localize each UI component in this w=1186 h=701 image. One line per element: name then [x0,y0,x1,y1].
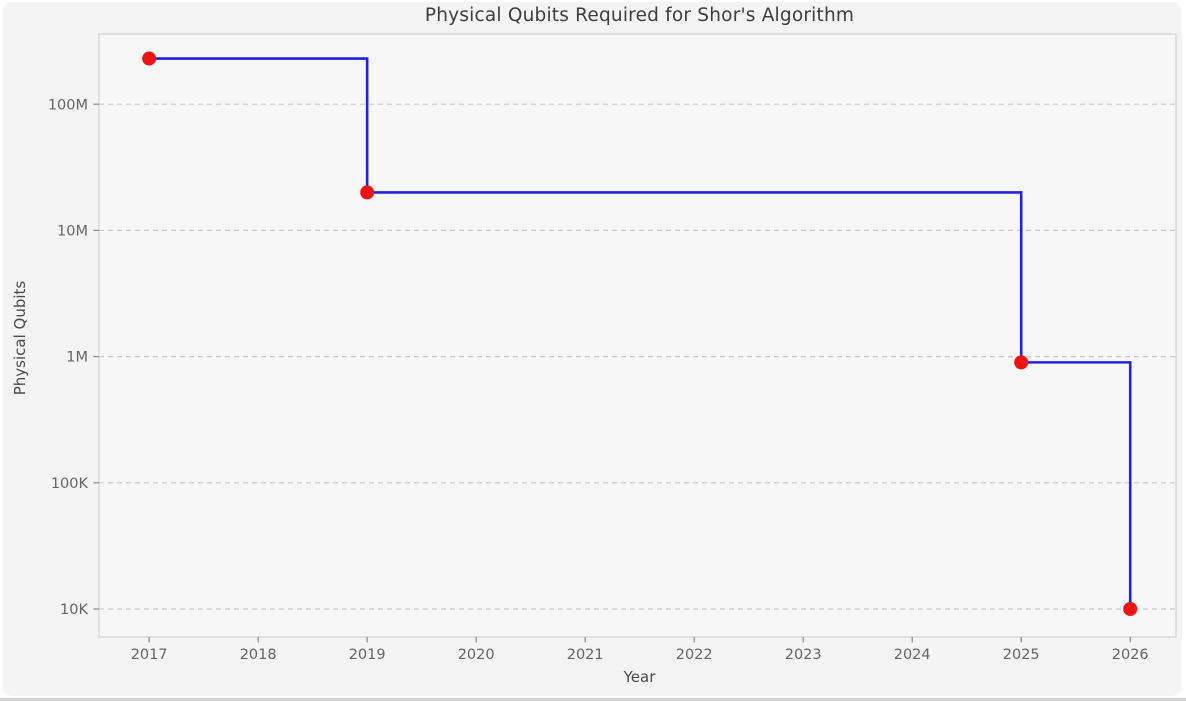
plot-background [98,33,1177,638]
y-tick-label: 100K [51,476,89,492]
x-tick-label: 2018 [240,647,277,663]
data-point-marker-2025 [1014,355,1029,370]
x-tick-label: 2026 [1112,647,1149,663]
x-tick-label: 2021 [567,647,604,663]
x-tick-label: 2025 [1003,647,1040,663]
window-bottom-edge [0,698,1186,701]
x-tick-label: 2022 [676,647,713,663]
y-tick-label: 100M [48,97,88,113]
qubit-step-line [149,57,1132,610]
y-tick-label: 10K [60,602,88,618]
data-point-marker-2019 [360,185,375,200]
chart-title: Physical Qubits Required for Shor's Algo… [424,5,855,26]
x-tick-label: 2024 [894,647,931,663]
data-point-marker-2017 [142,51,157,66]
x-axis-label: Year [623,668,656,686]
x-tick-label: 2019 [349,647,386,663]
y-tick-label: 10M [57,223,88,239]
y-tick-label: 1M [66,350,88,366]
data-point-marker-2026 [1123,602,1138,617]
x-tick-label: 2020 [458,647,495,663]
x-tick-label: 2017 [131,647,168,663]
x-tick-label: 2023 [785,647,822,663]
